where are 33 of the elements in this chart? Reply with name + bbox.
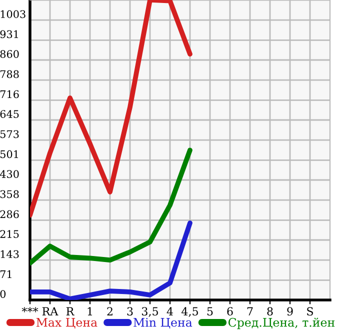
x-tick-label: 5	[207, 307, 213, 316]
x-tick-label: 4	[166, 307, 173, 316]
y-tick-label: 716	[0, 90, 19, 98]
legend-label: Сред.Цена, т.йен	[228, 318, 334, 330]
x-tick-label: R	[66, 307, 74, 316]
y-tick-label: 645	[0, 110, 19, 118]
y-tick-label: 0	[0, 290, 6, 298]
y-tick-label: 931	[0, 30, 18, 38]
x-tick-label: ***	[22, 307, 38, 312]
x-tick-label: RA	[42, 307, 58, 316]
x-tick-label: 1	[88, 307, 92, 316]
y-tick-label: 71	[0, 270, 12, 278]
x-tick-label: S	[307, 307, 313, 316]
y-tick-label: 358	[0, 190, 19, 198]
x-tick-label: 4,5	[182, 307, 198, 317]
y-tick-label: 573	[0, 130, 19, 138]
x-tick-label: 3,5	[142, 307, 158, 317]
legend-label: Min Цена	[134, 318, 192, 328]
x-tick-label: 7	[247, 307, 253, 316]
x-tick-label: 9	[287, 307, 293, 316]
y-tick-label: 286	[0, 210, 19, 218]
y-tick-label: 501	[0, 150, 18, 158]
y-tick-label: 215	[0, 230, 19, 238]
y-tick-label: 430	[0, 170, 19, 178]
y-tick-label: 143	[0, 250, 19, 258]
y-tick-label: 860	[0, 50, 19, 58]
legend-label: Max Цена	[36, 318, 98, 328]
y-tick-label: 1003	[0, 10, 26, 18]
x-tick-label: 2	[107, 307, 112, 316]
x-tick-label: 6	[227, 307, 233, 316]
y-tick-label: 788	[0, 70, 19, 78]
x-tick-label: 8	[267, 307, 273, 316]
x-tick-label: 3	[127, 307, 133, 316]
